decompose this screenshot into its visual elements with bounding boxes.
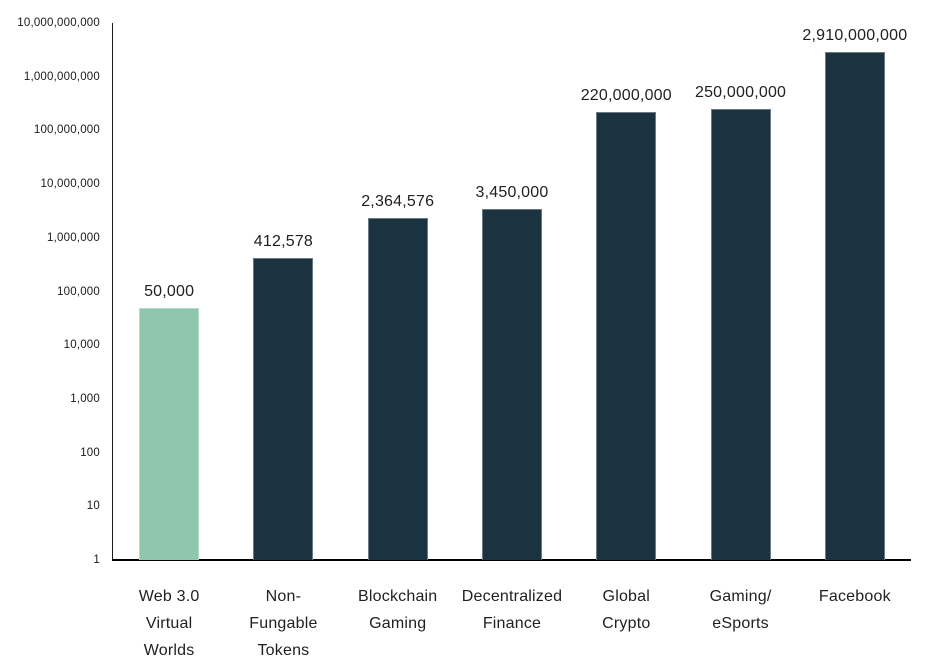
x-category-label-non-fungable-tokens: Non- Fungable Tokens <box>249 588 318 659</box>
bar-web-3-0-virtual-worlds <box>139 307 200 560</box>
bar-blockchain-gaming <box>367 217 428 560</box>
bar-value-label-global-crypto: 220,000,000 <box>580 87 672 104</box>
x-category-label-facebook: Facebook <box>818 588 891 605</box>
x-category-label-decentralized-finance: Decentralized Finance <box>461 588 563 632</box>
bar-global-crypto <box>596 112 657 560</box>
bar-value-label-facebook: 2,910,000,000 <box>802 26 908 44</box>
y-tick-label-100-000-000: 100,000,000 <box>33 124 100 137</box>
y-tick-label-1: 1 <box>93 554 100 566</box>
bar-decentralized-finance <box>482 208 542 560</box>
y-tick-label-1-000-000: 1,000,000 <box>47 231 100 244</box>
bar-value-label-gaming-esports: 250,000,000 <box>694 84 787 102</box>
bar-value-label-non-fungable-tokens: 412,578 <box>253 233 314 251</box>
bar-value-label-web-3-0-virtual-worlds: 50,000 <box>144 282 195 300</box>
y-tick-label-10-000: 10,000 <box>63 339 100 352</box>
y-tick-label-100: 100 <box>80 446 100 459</box>
bar-value-label-blockchain-gaming: 2,364,576 <box>361 192 435 210</box>
x-category-label-web-3-0-virtual-worlds: Web 3.0 Virtual Worlds <box>138 588 200 659</box>
x-category-label-gaming-esports: Gaming/ eSports <box>709 588 772 632</box>
bar-non-fungable-tokens <box>253 258 314 560</box>
y-tick-label-10-000-000: 10,000,000 <box>40 178 100 191</box>
y-axis-line <box>112 23 113 560</box>
y-tick-label-10: 10 <box>86 500 100 513</box>
y-tick-label-10-000-000-000: 10,000,000,000 <box>17 17 100 29</box>
x-category-label-blockchain-gaming: Blockchain Gaming <box>358 588 438 632</box>
bar-value-label-decentralized-finance: 3,450,000 <box>475 183 549 201</box>
bar-facebook <box>824 51 885 560</box>
x-category-label-global-crypto: Global Crypto <box>602 588 651 632</box>
y-tick-label-1-000: 1,000 <box>70 392 100 405</box>
y-tick-label-1-000-000-000: 1,000,000,000 <box>23 70 100 83</box>
y-tick-label-100-000: 100,000 <box>57 285 100 298</box>
bar-gaming-esports <box>710 109 771 560</box>
